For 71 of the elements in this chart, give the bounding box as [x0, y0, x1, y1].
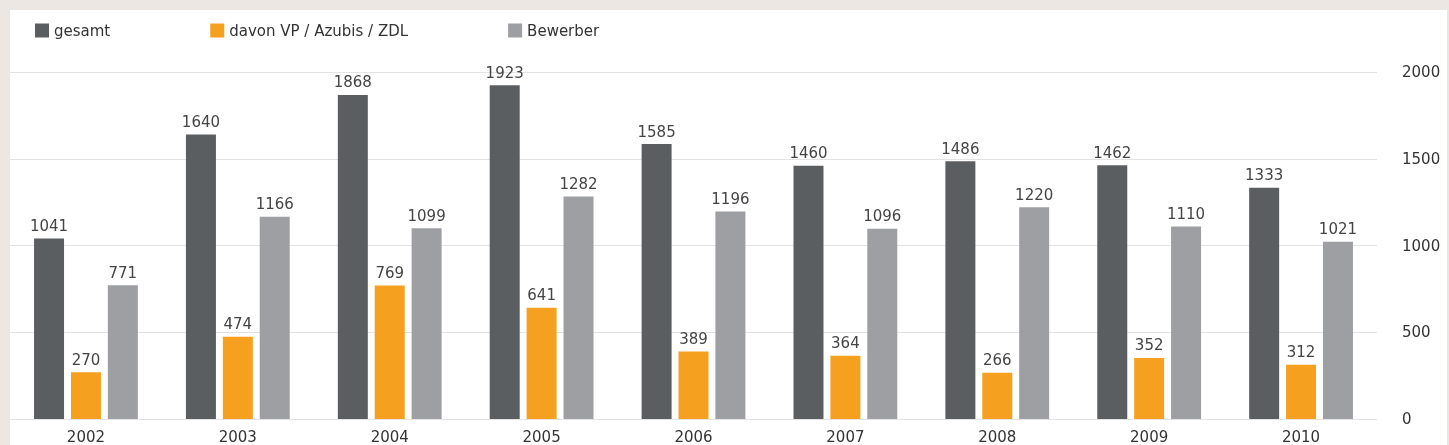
data-label: 1196	[711, 189, 750, 208]
data-label: 1041	[29, 216, 69, 235]
x-tick-label: 2006	[674, 427, 713, 445]
data-label: 771	[108, 263, 138, 282]
bar	[337, 94, 368, 419]
x-tick-label: 2009	[1130, 427, 1169, 445]
bar	[1019, 207, 1050, 419]
data-label: 1096	[863, 207, 902, 226]
bar	[222, 336, 253, 419]
bar	[1286, 364, 1317, 419]
bar	[1134, 357, 1165, 419]
data-label: 1282	[559, 175, 598, 194]
data-label: 1462	[1093, 143, 1132, 162]
bar	[830, 355, 861, 419]
data-label: 364	[831, 334, 860, 353]
bar	[1097, 165, 1128, 419]
bar	[526, 307, 557, 419]
bar	[70, 372, 101, 419]
data-label: 1486	[941, 139, 980, 158]
bar	[793, 165, 824, 419]
x-tick-label: 2005	[522, 427, 561, 445]
x-tick-label: 2007	[826, 427, 865, 445]
data-label: 1110	[1166, 204, 1206, 223]
y-tick-label: 1500	[1402, 149, 1441, 168]
bar	[1249, 187, 1280, 419]
bar	[867, 228, 898, 419]
data-label: 1640	[181, 112, 221, 131]
data-label: 352	[1134, 336, 1164, 355]
data-label: 312	[1286, 343, 1316, 362]
y-tick-label: 0	[1402, 410, 1412, 428]
x-tick-label: 2003	[218, 427, 257, 445]
bar	[945, 161, 976, 419]
bar	[563, 196, 594, 419]
data-label: 1585	[637, 122, 676, 141]
data-label: 270	[71, 350, 101, 369]
data-label: 1021	[1318, 220, 1358, 239]
bar	[107, 285, 138, 419]
x-tick-label: 2010	[1281, 427, 1321, 445]
x-tick-label: 2004	[370, 427, 409, 445]
legend-label: davon VP / Azubis / ZDL	[229, 21, 409, 40]
bar	[489, 85, 520, 419]
data-label: 1166	[255, 195, 294, 214]
bar	[34, 238, 65, 419]
bar	[185, 134, 216, 419]
bar	[259, 216, 290, 419]
x-tick-label: 2002	[66, 427, 106, 445]
data-label: 474	[223, 315, 253, 334]
x-tick-label: 2008	[978, 427, 1017, 445]
bar	[1322, 241, 1353, 419]
bar	[715, 211, 746, 419]
data-label: 1460	[789, 144, 828, 163]
data-label: 389	[679, 330, 708, 349]
data-label: 1099	[407, 206, 446, 225]
y-tick-label: 500	[1402, 323, 1431, 342]
data-label: 1868	[333, 73, 372, 92]
bar	[982, 372, 1013, 419]
data-label: 641	[527, 286, 556, 305]
data-label: 266	[982, 351, 1012, 370]
legend-label: gesamt	[54, 21, 111, 40]
data-label: 769	[375, 264, 405, 283]
data-label: 1923	[485, 63, 524, 82]
bar	[1171, 226, 1202, 419]
y-tick-label: 1000	[1402, 236, 1441, 255]
bar	[678, 351, 709, 419]
legend-label: Bewerber	[527, 21, 601, 40]
bar	[411, 228, 442, 419]
data-label: 1333	[1245, 166, 1284, 185]
bar	[374, 285, 405, 419]
data-label: 1220	[1015, 185, 1054, 204]
bar	[641, 144, 672, 419]
y-tick-label: 2000	[1402, 63, 1441, 81]
